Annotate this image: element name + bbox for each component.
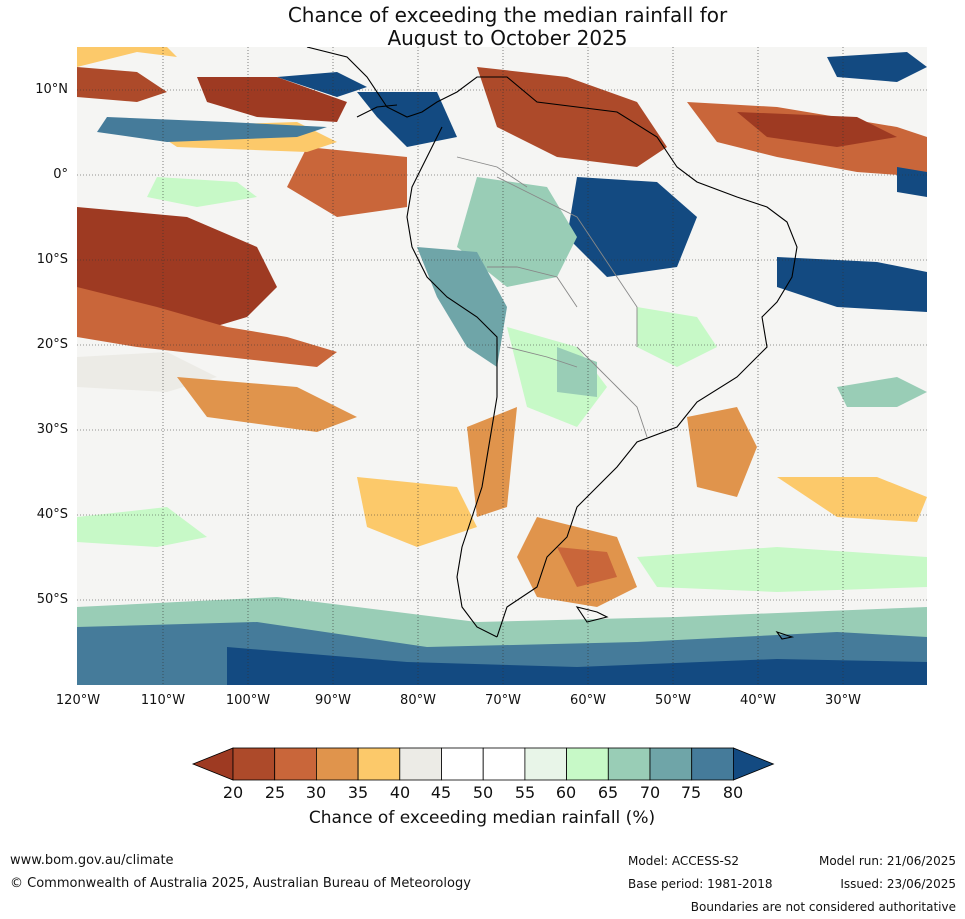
colorbar-segment: [316, 747, 359, 781]
map-title: Chance of exceeding the median rainfall …: [0, 4, 965, 50]
colorbar-segment: [566, 747, 609, 781]
colorbar-segment: [441, 747, 484, 781]
lon-label-70w: 70°W: [485, 693, 521, 708]
colorbar-tick-55: 55: [514, 783, 536, 802]
website-link[interactable]: www.bom.gov.au/climate: [10, 853, 174, 868]
colorbar-tick-65: 65: [597, 783, 619, 802]
colorbar-tick-50: 50: [472, 783, 494, 802]
colorbar-tick-25: 25: [264, 783, 286, 802]
map-svg: [77, 47, 927, 685]
colorbar-segment: [649, 747, 693, 781]
title-line-2: August to October 2025: [387, 26, 628, 50]
lat-label-50s: 50°S: [36, 592, 68, 607]
lat-label-10n: 10°N: [35, 82, 68, 97]
lon-label-60w: 60°W: [570, 693, 606, 708]
rainfall-field: [77, 47, 927, 685]
colorbar-tick-30: 30: [305, 783, 327, 802]
lon-label-80w: 80°W: [400, 693, 436, 708]
country-borders: [456, 156, 648, 438]
lat-label-30s: 30°S: [36, 422, 68, 437]
colorbar-segment: [399, 747, 442, 781]
colorbar-extend-high: [733, 747, 775, 781]
lon-label-40w: 40°W: [740, 693, 776, 708]
colorbar-tick-80: 80: [722, 783, 744, 802]
coastlines: [306, 47, 798, 640]
colorbar-segment: [482, 747, 526, 781]
colorbar-tick-60: 60: [555, 783, 577, 802]
model-text: Model: ACCESS-S2: [628, 854, 740, 868]
lon-label-120w: 120°W: [55, 693, 101, 708]
model-run-text: Model run: 21/06/2025: [818, 854, 956, 868]
colorbar-tick-75: 75: [680, 783, 702, 802]
colorbar-extend-low: [191, 747, 234, 781]
colorbar-segment: [357, 747, 401, 781]
colorbar: [191, 747, 775, 781]
lat-label-0: 0°: [53, 167, 68, 182]
lat-label-20s: 20°S: [36, 337, 68, 352]
base-period-text: Base period: 1981-2018: [628, 877, 773, 891]
rainfall-map: [77, 47, 927, 685]
colorbar-segment: [524, 747, 567, 781]
lat-label-40s: 40°S: [36, 507, 68, 522]
colorbar-segment: [607, 747, 651, 781]
colorbar-tick-70: 70: [639, 783, 661, 802]
lon-label-110w: 110°W: [140, 693, 186, 708]
colorbar-tick-35: 35: [347, 783, 369, 802]
colorbar-tick-45: 45: [430, 783, 452, 802]
graticule: [77, 47, 927, 685]
colorbar-tick-40: 40: [389, 783, 411, 802]
colorbar-segment: [691, 747, 734, 781]
issued-text: Issued: 23/06/2025: [840, 877, 956, 891]
lon-label-50w: 50°W: [655, 693, 691, 708]
colorbar-tick-20: 20: [222, 783, 244, 802]
colorbar-label: Chance of exceeding median rainfall (%): [308, 808, 656, 828]
colorbar-segment: [232, 747, 276, 781]
colorbar-segment: [274, 747, 317, 781]
title-line-1: Chance of exceeding the median rainfall …: [287, 3, 728, 27]
lat-label-10s: 10°S: [36, 252, 68, 267]
lon-label-30w: 30°W: [825, 693, 861, 708]
lon-label-90w: 90°W: [315, 693, 351, 708]
lon-label-100w: 100°W: [225, 693, 271, 708]
disclaimer-text: Boundaries are not considered authoritat…: [690, 900, 956, 914]
copyright-text: © Commonwealth of Australia 2025, Austra…: [10, 876, 471, 891]
